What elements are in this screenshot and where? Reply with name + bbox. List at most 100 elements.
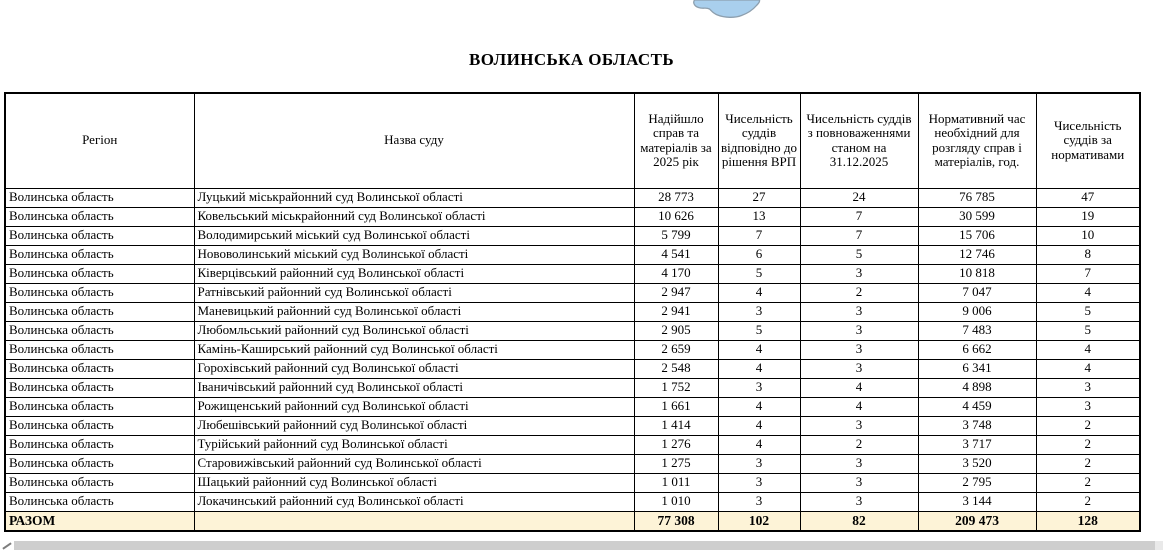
cell-judges-by-norms: 5 bbox=[1035, 301, 1141, 322]
table-row: Волинська область Ківерцівський районний … bbox=[4, 263, 1141, 284]
cell-received: 1 011 bbox=[633, 472, 719, 493]
cell-judges-by-norms: 4 bbox=[1035, 282, 1141, 303]
cell-received: 2 947 bbox=[633, 282, 719, 303]
cell-court: Рожищенський районний суд Волинської обл… bbox=[193, 396, 635, 417]
cell-judges-by-norms: 3 bbox=[1035, 377, 1141, 398]
table-row: Волинська область Володимирський міський … bbox=[4, 225, 1141, 246]
cell-region: Волинська область bbox=[4, 206, 195, 227]
cell-judges-with-powers: 3 bbox=[799, 320, 919, 341]
cell-court: Любешівський районний суд Волинської обл… bbox=[193, 415, 635, 436]
cell-judges-with-powers: 3 bbox=[799, 358, 919, 379]
cell-judges-by-decision: 7 bbox=[717, 225, 801, 246]
cell-region: Волинська область bbox=[4, 225, 195, 246]
cell-region: Волинська область bbox=[4, 339, 195, 360]
table-row: Волинська область Іваничівський районний … bbox=[4, 377, 1141, 398]
cell-judges-by-decision: 13 bbox=[717, 206, 801, 227]
cell-region: Волинська область bbox=[4, 491, 195, 512]
total-norm-hours: 209 473 bbox=[917, 510, 1037, 532]
cell-judges-with-powers: 4 bbox=[799, 377, 919, 398]
cell-received: 5 799 bbox=[633, 225, 719, 246]
cell-region: Волинська область bbox=[4, 187, 195, 208]
cell-norm-hours: 3 144 bbox=[917, 491, 1037, 512]
table-row: Волинська область Маневицький районний су… bbox=[4, 301, 1141, 322]
table-body: Волинська область Луцький міськрайонний с… bbox=[4, 187, 1141, 512]
column-header-judges-with-powers: Чисельність суддів з повноваженнями стан… bbox=[799, 92, 919, 189]
table-header: Регіон Назва суду Надійшло справ та мате… bbox=[4, 92, 1141, 189]
cell-received: 10 626 bbox=[633, 206, 719, 227]
total-row: РАЗОМ 77 308 102 82 209 473 128 bbox=[4, 510, 1141, 532]
cell-judges-by-decision: 3 bbox=[717, 301, 801, 322]
table-row: Волинська область Шацький районний суд Во… bbox=[4, 472, 1141, 493]
cell-region: Волинська область bbox=[4, 434, 195, 455]
header-row: Регіон Назва суду Надійшло справ та мате… bbox=[4, 92, 1141, 189]
cell-received: 1 414 bbox=[633, 415, 719, 436]
horizontal-scrollbar-thumb[interactable] bbox=[14, 541, 1155, 550]
cell-judges-by-norms: 2 bbox=[1035, 453, 1141, 474]
table-row: Волинська область Старовижівський районни… bbox=[4, 453, 1141, 474]
horizontal-scrollbar[interactable] bbox=[14, 541, 1163, 550]
table-row: Волинська область Нововолинський міський … bbox=[4, 244, 1141, 265]
cell-received: 2 548 bbox=[633, 358, 719, 379]
cell-received: 28 773 bbox=[633, 187, 719, 208]
cell-court: Турійський районний суд Волинської облас… bbox=[193, 434, 635, 455]
column-header-court: Назва суду bbox=[193, 92, 635, 189]
cell-norm-hours: 3 748 bbox=[917, 415, 1037, 436]
cell-region: Волинська область bbox=[4, 415, 195, 436]
cell-norm-hours: 7 047 bbox=[917, 282, 1037, 303]
cell-judges-with-powers: 5 bbox=[799, 244, 919, 265]
cell-judges-by-decision: 3 bbox=[717, 377, 801, 398]
cell-judges-by-norms: 4 bbox=[1035, 358, 1141, 379]
cell-judges-by-decision: 4 bbox=[717, 358, 801, 379]
cell-judges-by-norms: 7 bbox=[1035, 263, 1141, 284]
table-row: Волинська область Любешівський районний с… bbox=[4, 415, 1141, 436]
column-header-received: Надійшло справ та матеріалів за 2025 рік bbox=[633, 92, 719, 189]
cell-received: 1 010 bbox=[633, 491, 719, 512]
table-row: Волинська область Горохівський районний с… bbox=[4, 358, 1141, 379]
cell-region: Волинська область bbox=[4, 282, 195, 303]
corner-mark-icon bbox=[2, 541, 12, 550]
cell-judges-by-norms: 2 bbox=[1035, 434, 1141, 455]
table-row: Волинська область Луцький міськрайонний с… bbox=[4, 187, 1141, 208]
cell-judges-by-norms: 3 bbox=[1035, 396, 1141, 417]
cell-court: Ковельський міськрайонний суд Волинської… bbox=[193, 206, 635, 227]
table-row: Волинська область Рожищенський районний с… bbox=[4, 396, 1141, 417]
cell-judges-by-norms: 47 bbox=[1035, 187, 1141, 208]
cell-region: Волинська область bbox=[4, 453, 195, 474]
table-row: Волинська область Турійський районний суд… bbox=[4, 434, 1141, 455]
cell-norm-hours: 30 599 bbox=[917, 206, 1037, 227]
cell-judges-by-decision: 4 bbox=[717, 434, 801, 455]
cell-court: Локачинський районний суд Волинської обл… bbox=[193, 491, 635, 512]
cell-judges-by-norms: 5 bbox=[1035, 320, 1141, 341]
cell-norm-hours: 76 785 bbox=[917, 187, 1037, 208]
cell-court: Іваничівський районний суд Волинської об… bbox=[193, 377, 635, 398]
cell-region: Волинська область bbox=[4, 301, 195, 322]
cell-judges-with-powers: 3 bbox=[799, 339, 919, 360]
total-judges-by-norms: 128 bbox=[1035, 510, 1141, 532]
cell-region: Волинська область bbox=[4, 358, 195, 379]
cell-judges-with-powers: 3 bbox=[799, 263, 919, 284]
total-judges-with-powers: 82 bbox=[799, 510, 919, 532]
cell-region: Волинська область bbox=[4, 472, 195, 493]
cell-judges-by-decision: 4 bbox=[717, 282, 801, 303]
table-row: Волинська область Локачинський районний с… bbox=[4, 491, 1141, 512]
cell-court: Нововолинський міський суд Волинської об… bbox=[193, 244, 635, 265]
cell-judges-by-decision: 5 bbox=[717, 320, 801, 341]
cell-norm-hours: 6 662 bbox=[917, 339, 1037, 360]
cell-norm-hours: 3 717 bbox=[917, 434, 1037, 455]
total-judges-by-decision: 102 bbox=[717, 510, 801, 532]
cell-judges-by-decision: 3 bbox=[717, 472, 801, 493]
cell-judges-with-powers: 3 bbox=[799, 301, 919, 322]
cell-received: 1 276 bbox=[633, 434, 719, 455]
cell-court: Старовижівський районний суд Волинської … bbox=[193, 453, 635, 474]
total-label: РАЗОМ bbox=[4, 510, 195, 532]
cell-court: Володимирський міський суд Волинської об… bbox=[193, 225, 635, 246]
cell-norm-hours: 6 341 bbox=[917, 358, 1037, 379]
cell-norm-hours: 12 746 bbox=[917, 244, 1037, 265]
cell-judges-by-decision: 4 bbox=[717, 415, 801, 436]
cell-norm-hours: 2 795 bbox=[917, 472, 1037, 493]
table-row: Волинська область Ковельський міськрайонн… bbox=[4, 206, 1141, 227]
cell-received: 2 905 bbox=[633, 320, 719, 341]
total-empty-cell bbox=[193, 510, 635, 532]
cell-norm-hours: 10 818 bbox=[917, 263, 1037, 284]
